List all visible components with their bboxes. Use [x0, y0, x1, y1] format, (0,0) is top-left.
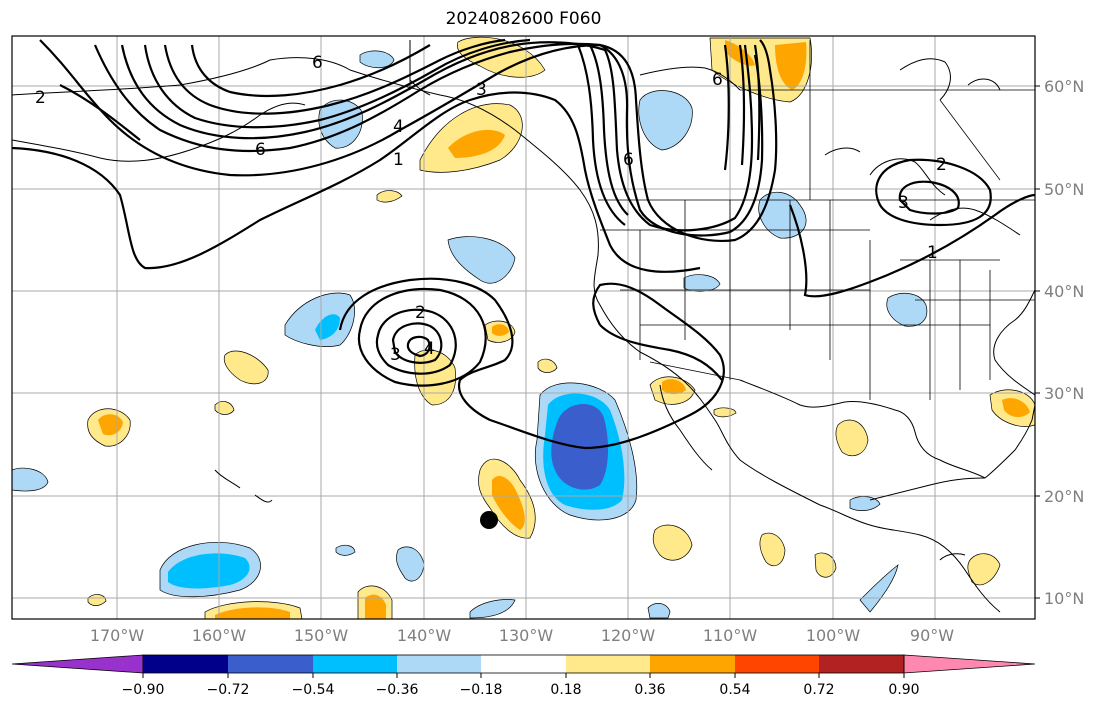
lon-label: 120°W [600, 626, 656, 645]
lon-label: 170°W [89, 626, 145, 645]
colorbar-segment [566, 655, 650, 673]
orange-shade-region [775, 42, 807, 90]
blue-shade-region [469, 599, 516, 619]
orange-shade-region [662, 379, 686, 395]
storm-center-marker [480, 511, 498, 529]
colorbar-tick-label: 0.36 [634, 682, 666, 698]
colorbar-segment [650, 655, 735, 673]
orange-shade-region [835, 419, 869, 457]
orange-shade-region [215, 607, 290, 619]
blue-shade-region [335, 544, 356, 556]
colorbar-segment [735, 655, 819, 673]
colorbar-tick-label: −0.18 [459, 682, 503, 698]
colorbar-under-extend [11, 654, 144, 674]
lat-label: 20°N [1044, 487, 1085, 506]
lon-label: 110°W [702, 626, 758, 645]
blue-shade-region [447, 236, 516, 284]
contour-label: 3 [390, 345, 401, 365]
orange-shade-region [814, 552, 837, 578]
blue-shade-region [638, 90, 693, 151]
orange-shade-region [414, 349, 456, 406]
lon-label: 100°W [805, 626, 861, 645]
colorbar-tick-label: 0.18 [550, 682, 582, 698]
contour-label: 6 [712, 70, 723, 90]
contour-label: 2 [415, 303, 426, 323]
orange-shade-region [713, 407, 737, 418]
plot-frame [11, 35, 1036, 620]
lat-label: 50°N [1044, 180, 1085, 199]
shaded-anomalies [12, 36, 1035, 619]
lat-label: 30°N [1044, 384, 1085, 403]
colorbar-tick-label: −0.90 [121, 682, 165, 698]
lat-label: 40°N [1044, 282, 1085, 301]
colorbar-tick-label: 0.54 [719, 682, 751, 698]
contour-labels: 2 6 4 6 3 1 6 6 2 3 1 2 3 4 [35, 53, 947, 365]
blue-shade-region [683, 274, 721, 292]
blue-shade-region [12, 467, 49, 492]
orange-shade-region [1002, 398, 1030, 418]
contour-lines [12, 38, 1035, 450]
colorbar-tick-label: −0.72 [206, 682, 250, 698]
orange-shade-region [492, 324, 509, 336]
orange-shade-region [365, 594, 386, 619]
map-title: 2024082600 F060 [445, 9, 602, 29]
contour-label: 6 [623, 150, 634, 170]
blue-shade-region [318, 99, 363, 149]
orange-shade-region [492, 475, 525, 530]
contour-label: 6 [255, 140, 266, 160]
colorbar-segment [481, 655, 566, 673]
orange-shade-region [652, 524, 693, 561]
colorbar-segment [228, 655, 313, 673]
contour-label: 3 [476, 80, 487, 100]
lat-label: 10°N [1044, 589, 1085, 608]
colorbar-over-extend [903, 654, 1036, 674]
orange-shade-region [967, 553, 1001, 586]
contour-label: 1 [927, 243, 938, 263]
contour-label: 6 [312, 53, 323, 73]
colorbar-segment [819, 655, 904, 673]
blue-shade-region [359, 50, 395, 69]
orange-shade-region [537, 358, 558, 373]
contour-label: 2 [35, 88, 46, 108]
colorbar-segment [397, 655, 481, 673]
contour-label: 4 [424, 339, 435, 359]
lat-ticks [1035, 85, 1040, 599]
orange-shade-region [448, 129, 505, 158]
contour-label: 4 [393, 117, 404, 137]
blue-shade-region [168, 553, 250, 589]
colorbar-tick-label: −0.54 [291, 682, 335, 698]
blue-shade-region [849, 496, 881, 511]
blue-shade-region [886, 292, 928, 327]
blue-shade-region [859, 564, 899, 613]
blue-shade-region [396, 546, 425, 582]
contour-label: 2 [936, 155, 947, 175]
blue-shade-region [647, 603, 671, 619]
contour-label: 1 [393, 150, 404, 170]
colorbar-frame [142, 654, 905, 674]
colorbar-tick-label: 0.72 [803, 682, 835, 698]
colorbar-tick-label: 0.90 [888, 682, 920, 698]
orange-shade-region [214, 401, 235, 415]
orange-shade-region [87, 594, 107, 606]
orange-shade-region [376, 190, 403, 203]
lon-label: 140°W [396, 626, 452, 645]
lon-label: 90°W [909, 626, 955, 645]
blue-shade-region [284, 292, 355, 347]
lon-label: 160°W [191, 626, 247, 645]
colorbar-segment [143, 655, 228, 673]
orange-shade-region [759, 532, 786, 567]
political-borders [409, 40, 1035, 400]
colorbar [11, 654, 1036, 678]
lon-label: 150°W [293, 626, 349, 645]
contour-label: 3 [898, 193, 909, 213]
colorbar-segment [313, 655, 397, 673]
colorbar-tick-label: −0.36 [375, 682, 419, 698]
lat-label: 60°N [1044, 77, 1085, 96]
orange-shade-region [223, 350, 269, 385]
lon-label: 130°W [498, 626, 554, 645]
